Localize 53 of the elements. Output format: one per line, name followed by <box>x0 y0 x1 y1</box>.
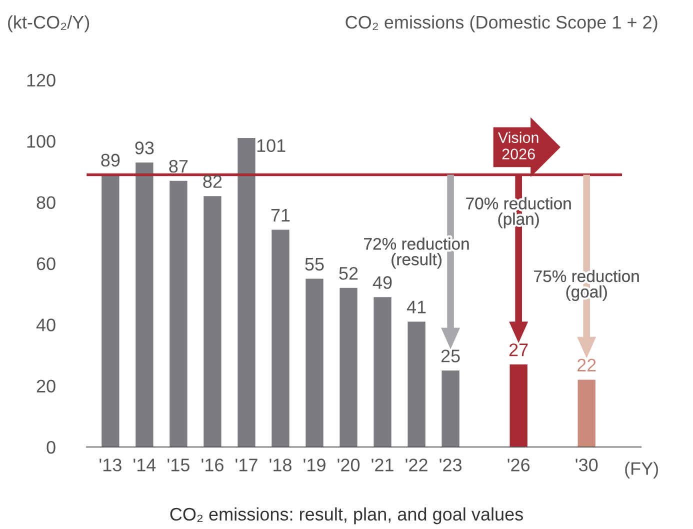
bar <box>340 288 358 448</box>
y-tick-label: 0 <box>46 440 56 454</box>
x-tick-label: '21 <box>372 458 394 472</box>
x-tick-label: '16 <box>202 458 224 472</box>
bar <box>272 230 290 448</box>
data-label: 27 <box>509 343 528 356</box>
data-label: 41 <box>406 300 426 314</box>
x-tick-label: '19 <box>304 458 326 472</box>
bar <box>136 162 154 448</box>
x-tick-label: '20 <box>338 458 360 472</box>
x-tick-label: '17 <box>236 458 258 472</box>
x-tick-label: '22 <box>406 458 428 472</box>
bar <box>408 322 426 448</box>
x-tick-label: '14 <box>134 458 156 472</box>
bar <box>170 180 188 448</box>
bar <box>102 174 120 448</box>
y-tick-label: 120 <box>27 74 56 87</box>
annotation: 75% reduction (goal) <box>534 270 639 301</box>
bar <box>442 370 460 448</box>
bar <box>306 278 324 448</box>
data-label: 93 <box>135 142 154 154</box>
annotation: 72% reduction (result) <box>364 238 469 269</box>
data-label: 82 <box>203 175 222 188</box>
data-label: 49 <box>372 276 392 289</box>
data-label: 52 <box>339 266 358 280</box>
data-label: 25 <box>441 350 460 362</box>
bar <box>238 138 256 448</box>
x-axis-title: (FY) <box>625 462 658 479</box>
y-tick-label: 100 <box>27 135 56 148</box>
chart-title: CO₂ emissions (Domestic Scope 1 + 2) <box>346 15 658 32</box>
x-tick-label: '13 <box>100 458 122 472</box>
bar <box>204 196 222 448</box>
data-label: 22 <box>577 358 596 372</box>
y-tick-label: 40 <box>36 318 56 332</box>
y-axis-title: (kt-CO₂/Y) <box>8 15 90 32</box>
bar <box>510 364 528 448</box>
y-tick-label: 60 <box>36 257 56 270</box>
x-tick-label: '18 <box>270 458 292 472</box>
data-label: 89 <box>101 154 120 167</box>
x-tick-label: '30 <box>576 458 598 472</box>
data-label: 71 <box>271 209 290 222</box>
annotation: Vision 2026 <box>498 132 538 160</box>
x-tick-label: '15 <box>168 458 190 472</box>
bar <box>578 380 596 448</box>
x-tick-label: '26 <box>508 458 530 472</box>
data-label: 87 <box>169 160 188 173</box>
data-label: 101 <box>257 139 286 152</box>
bar <box>374 297 392 448</box>
data-label: 55 <box>305 258 324 271</box>
y-tick-label: 20 <box>36 380 56 393</box>
text: CO₂ emissions: result, plan, and goal values <box>170 507 523 524</box>
x-tick-label: '23 <box>440 458 462 472</box>
y-tick-label: 80 <box>36 196 56 209</box>
